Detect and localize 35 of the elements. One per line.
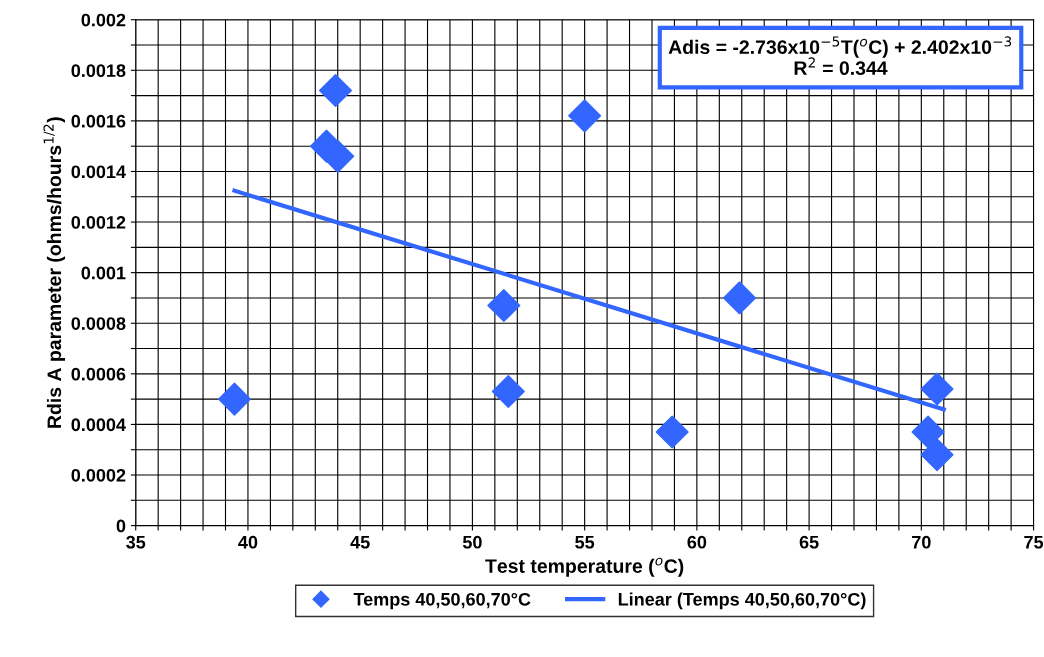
y-tick-label: 0.001 xyxy=(81,266,126,280)
text: Adis = -2.736x10$^{−5}$T($^{o}$C) + 2.402x10$^{−3}$ R$^{2}$ = 0.344 xyxy=(668,36,1012,76)
x-tick-label: 65 xyxy=(799,535,819,549)
point xyxy=(318,74,353,108)
y-tick-label: 0.002 xyxy=(81,13,126,27)
point xyxy=(911,415,945,449)
point xyxy=(217,382,252,416)
x-tick-label: 75 xyxy=(1024,535,1044,549)
point xyxy=(655,415,689,449)
y-tick-label: 0 xyxy=(116,519,126,533)
y-axis-title: Rdis A parameter (ohms/hours$^{1/2}$) xyxy=(43,117,66,428)
y-tick-label: 0.0014 xyxy=(71,165,126,179)
x-tick-label: 70 xyxy=(912,535,931,549)
y-tick-label: 0.0002 xyxy=(71,468,126,482)
y-tick-label: 0.0004 xyxy=(71,418,126,432)
point xyxy=(568,99,602,133)
x-tick-label: 40 xyxy=(238,535,258,549)
point xyxy=(920,372,954,406)
legend-label: Linear (Temps 40,50,60,70°C) xyxy=(618,592,866,610)
point xyxy=(920,438,954,472)
x-tick-label: 35 xyxy=(126,535,146,549)
point xyxy=(722,281,757,315)
x-axis-title: Test temperature ($^{o}$C) xyxy=(485,557,684,577)
legend-label: Temps 40,50,60,70°C xyxy=(353,592,531,610)
y-tick-label: 0.0016 xyxy=(71,114,126,128)
y-tick-label: 0.0008 xyxy=(71,317,126,330)
y-tick-label: 0.0018 xyxy=(71,64,126,78)
x-tick-label: 60 xyxy=(687,535,707,549)
point xyxy=(491,375,525,409)
y-tick-label: 0.0006 xyxy=(71,367,126,381)
x-tick-label: 55 xyxy=(575,535,595,549)
x-tick-label: 45 xyxy=(350,535,370,549)
point xyxy=(487,289,521,323)
x-tick-label: 50 xyxy=(462,535,482,549)
y-tick-label: 0.0012 xyxy=(71,216,126,229)
